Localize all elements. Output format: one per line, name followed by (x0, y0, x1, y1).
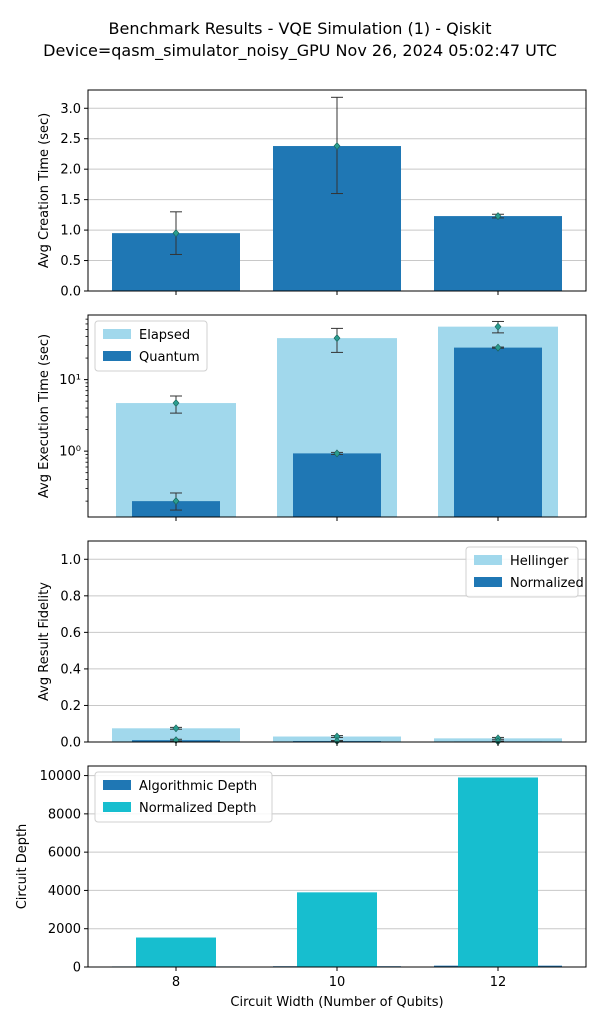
y-axis-label: Avg Result Fidelity (37, 582, 52, 701)
circuit-depth-panel: 0 2000 4000 6000 8000 10000 8 10 12 Circuit Depth… (15, 765, 587, 990)
mean-marker (494, 322, 502, 331)
y-tick-label: 10000 (40, 769, 81, 784)
legend: Hellinger Normalized (465, 546, 584, 598)
mean-marker (494, 212, 502, 221)
bar-hellinger-8 (112, 728, 240, 742)
y-tick-label: 0.6 (60, 626, 81, 641)
legend-label: Normalized Depth (139, 801, 256, 816)
y-tick-label: 8000 (48, 807, 81, 822)
bar-normalized-depth-10 (297, 892, 377, 967)
y-tick-label: 0.4 (60, 662, 81, 677)
result-fidelity-panel: 0.0 0.2 0.4 0.6 0.8 1.0 Avg Result Fidelity Hel… (37, 540, 587, 751)
y-axis-label: Avg Creation Time (sec) (37, 113, 52, 268)
legend-swatch (103, 802, 131, 812)
bar-normalized-depth-12 (458, 777, 538, 967)
figure-title-line2: Device=qasm_simulator_noisy_GPU Nov 26, … (43, 41, 557, 61)
x-tick-label: 12 (490, 975, 507, 990)
y-tick-label: 0.2 (60, 699, 81, 714)
mean-marker (333, 142, 341, 150)
bar-quantum-12 (454, 347, 542, 517)
legend-label: Algorithmic Depth (139, 779, 257, 794)
legend-swatch (103, 329, 131, 339)
y-tick-label: 10¹ (59, 373, 81, 388)
execution-time-panel: 10⁰ 10¹ Avg Execution Time (sec) Elapsed Qua… (37, 314, 587, 521)
y-tick-label: 2.5 (60, 132, 81, 147)
y-tick-label: 0.8 (60, 589, 81, 604)
y-tick-label: 0.5 (60, 254, 81, 269)
creation-time-panel: 0.0 0.5 1.0 1.5 2.0 2.5 3.0 Avg Creation Time (… (37, 89, 587, 300)
legend-swatch (103, 780, 131, 790)
bar-normalized-depth-8 (136, 937, 216, 967)
y-tick-label: 0 (73, 961, 81, 976)
mean-marker (172, 399, 180, 408)
legend-label: Normalized (510, 576, 584, 591)
legend: Algorithmic Depth Normalized Depth (94, 771, 273, 823)
x-axis-label: Circuit Width (Number of Qubits) (230, 995, 443, 1010)
y-tick-label: 10⁰ (59, 445, 81, 460)
y-tick-label: 0.0 (60, 736, 81, 751)
mean-marker (172, 497, 180, 506)
y-tick-label: 3.0 (60, 102, 81, 117)
y-tick-label: 1.0 (60, 224, 81, 239)
y-axis-label: Avg Execution Time (sec) (37, 334, 52, 498)
bar-value-12 (434, 216, 562, 291)
legend-swatch (103, 351, 131, 361)
y-tick-label: 0.0 (60, 285, 81, 300)
y-axis-label: Circuit Depth (15, 824, 30, 910)
mean-marker (172, 724, 180, 733)
y-tick-label: 2000 (48, 922, 81, 937)
y-tick-label: 2.0 (60, 163, 81, 178)
legend: Elapsed Quantum (94, 320, 208, 372)
legend-swatch (474, 577, 502, 587)
mean-marker (172, 229, 180, 238)
x-tick-label: 8 (172, 975, 180, 990)
x-tick-label: 10 (329, 975, 346, 990)
legend-label: Quantum (139, 350, 200, 365)
y-tick-label: 1.5 (60, 193, 81, 208)
mean-marker (494, 343, 502, 352)
mean-marker (333, 334, 341, 343)
figure-title-line1: Benchmark Results - VQE Simulation (1) -… (109, 19, 492, 38)
mean-marker (333, 449, 341, 458)
legend-label: Elapsed (139, 328, 190, 343)
bar-quantum-10 (293, 453, 381, 517)
legend-box (94, 771, 273, 823)
y-tick-label: 6000 (48, 846, 81, 861)
y-tick-label: 1.0 (60, 553, 81, 568)
legend-label: Hellinger (510, 554, 569, 569)
legend-swatch (474, 555, 502, 565)
y-tick-label: 4000 (48, 884, 81, 899)
